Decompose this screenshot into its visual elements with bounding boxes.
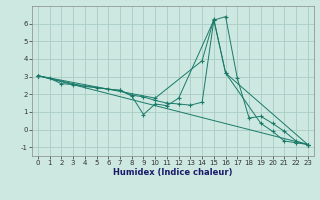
X-axis label: Humidex (Indice chaleur): Humidex (Indice chaleur) xyxy=(113,168,233,177)
